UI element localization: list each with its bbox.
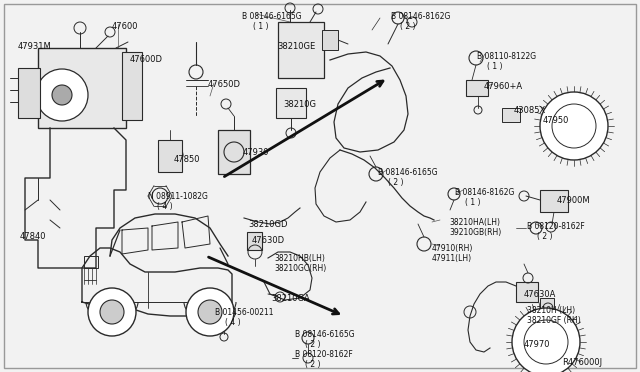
Circle shape xyxy=(524,320,568,364)
Circle shape xyxy=(88,288,136,336)
Text: 47931M: 47931M xyxy=(18,42,52,51)
Text: 38210GE: 38210GE xyxy=(277,42,316,51)
Bar xyxy=(218,130,250,174)
Text: 38210H (LH): 38210H (LH) xyxy=(527,306,575,315)
Text: 38210HB(LH): 38210HB(LH) xyxy=(274,254,325,263)
Text: 47950: 47950 xyxy=(543,116,570,125)
Bar xyxy=(18,68,40,118)
Text: 39210GB(RH): 39210GB(RH) xyxy=(449,228,501,237)
Text: 38210G: 38210G xyxy=(283,100,316,109)
Text: 47910(RH): 47910(RH) xyxy=(432,244,474,253)
Circle shape xyxy=(540,92,608,160)
Bar xyxy=(122,52,142,120)
Text: B 08146-6165G: B 08146-6165G xyxy=(295,330,355,339)
Text: 47850: 47850 xyxy=(174,155,200,164)
Text: B 08146-6165G: B 08146-6165G xyxy=(378,168,438,177)
Bar xyxy=(540,190,568,212)
Bar xyxy=(466,80,488,96)
Circle shape xyxy=(198,300,222,324)
Text: B 08110-8122G: B 08110-8122G xyxy=(477,52,536,61)
Bar xyxy=(158,140,182,172)
Text: R476000J: R476000J xyxy=(562,358,602,367)
Text: ( 2 ): ( 2 ) xyxy=(537,232,552,241)
Text: ( 2 ): ( 2 ) xyxy=(305,360,321,369)
Text: B 08146-8162G: B 08146-8162G xyxy=(391,12,451,21)
Text: 47630D: 47630D xyxy=(252,236,285,245)
Text: ( 2 ): ( 2 ) xyxy=(400,22,415,31)
Circle shape xyxy=(36,69,88,121)
Text: ( 1 ): ( 1 ) xyxy=(253,22,269,31)
Bar xyxy=(276,88,306,118)
Circle shape xyxy=(552,104,596,148)
Text: B 01456-00211: B 01456-00211 xyxy=(215,308,273,317)
Text: 47900M: 47900M xyxy=(557,196,591,205)
Text: B 08146-6165G: B 08146-6165G xyxy=(242,12,301,21)
Text: B 08120-8162F: B 08120-8162F xyxy=(295,350,353,359)
Text: 38210GA: 38210GA xyxy=(271,294,310,303)
Circle shape xyxy=(512,308,580,372)
Bar xyxy=(278,22,324,78)
Text: 47600: 47600 xyxy=(112,22,138,31)
Text: 38210GC(RH): 38210GC(RH) xyxy=(274,264,326,273)
Text: 47630A: 47630A xyxy=(524,290,556,299)
Text: 47650D: 47650D xyxy=(208,80,241,89)
Text: 38210GD: 38210GD xyxy=(248,220,287,229)
Text: B 08146-8162G: B 08146-8162G xyxy=(455,188,515,197)
Text: 47911(LH): 47911(LH) xyxy=(432,254,472,263)
Bar xyxy=(38,48,126,128)
Text: ( 4 ): ( 4 ) xyxy=(225,318,241,327)
Circle shape xyxy=(52,85,72,105)
Text: ( 1 ): ( 1 ) xyxy=(465,198,481,207)
Bar xyxy=(516,282,538,302)
Bar xyxy=(540,298,554,308)
Text: 43085X: 43085X xyxy=(514,106,547,115)
Text: 47600D: 47600D xyxy=(130,55,163,64)
Text: 47930: 47930 xyxy=(243,148,269,157)
Text: ( 2 ): ( 2 ) xyxy=(305,340,321,349)
Circle shape xyxy=(186,288,234,336)
Bar xyxy=(247,232,262,250)
Circle shape xyxy=(100,300,124,324)
Text: 47840: 47840 xyxy=(20,232,47,241)
Text: 38210HA(LH): 38210HA(LH) xyxy=(449,218,500,227)
Text: B 08120-8162F: B 08120-8162F xyxy=(527,222,585,231)
Text: ( 2 ): ( 2 ) xyxy=(388,178,403,187)
Bar xyxy=(322,30,338,50)
Text: ( 1 ): ( 1 ) xyxy=(487,62,502,71)
Text: N 08911-1082G: N 08911-1082G xyxy=(148,192,208,201)
Text: 47970: 47970 xyxy=(524,340,550,349)
Bar xyxy=(502,108,520,122)
Text: 38210GF (RH): 38210GF (RH) xyxy=(527,316,580,325)
Bar xyxy=(84,256,98,268)
Text: ( 4 ): ( 4 ) xyxy=(157,202,173,211)
Text: 47960+A: 47960+A xyxy=(484,82,523,91)
